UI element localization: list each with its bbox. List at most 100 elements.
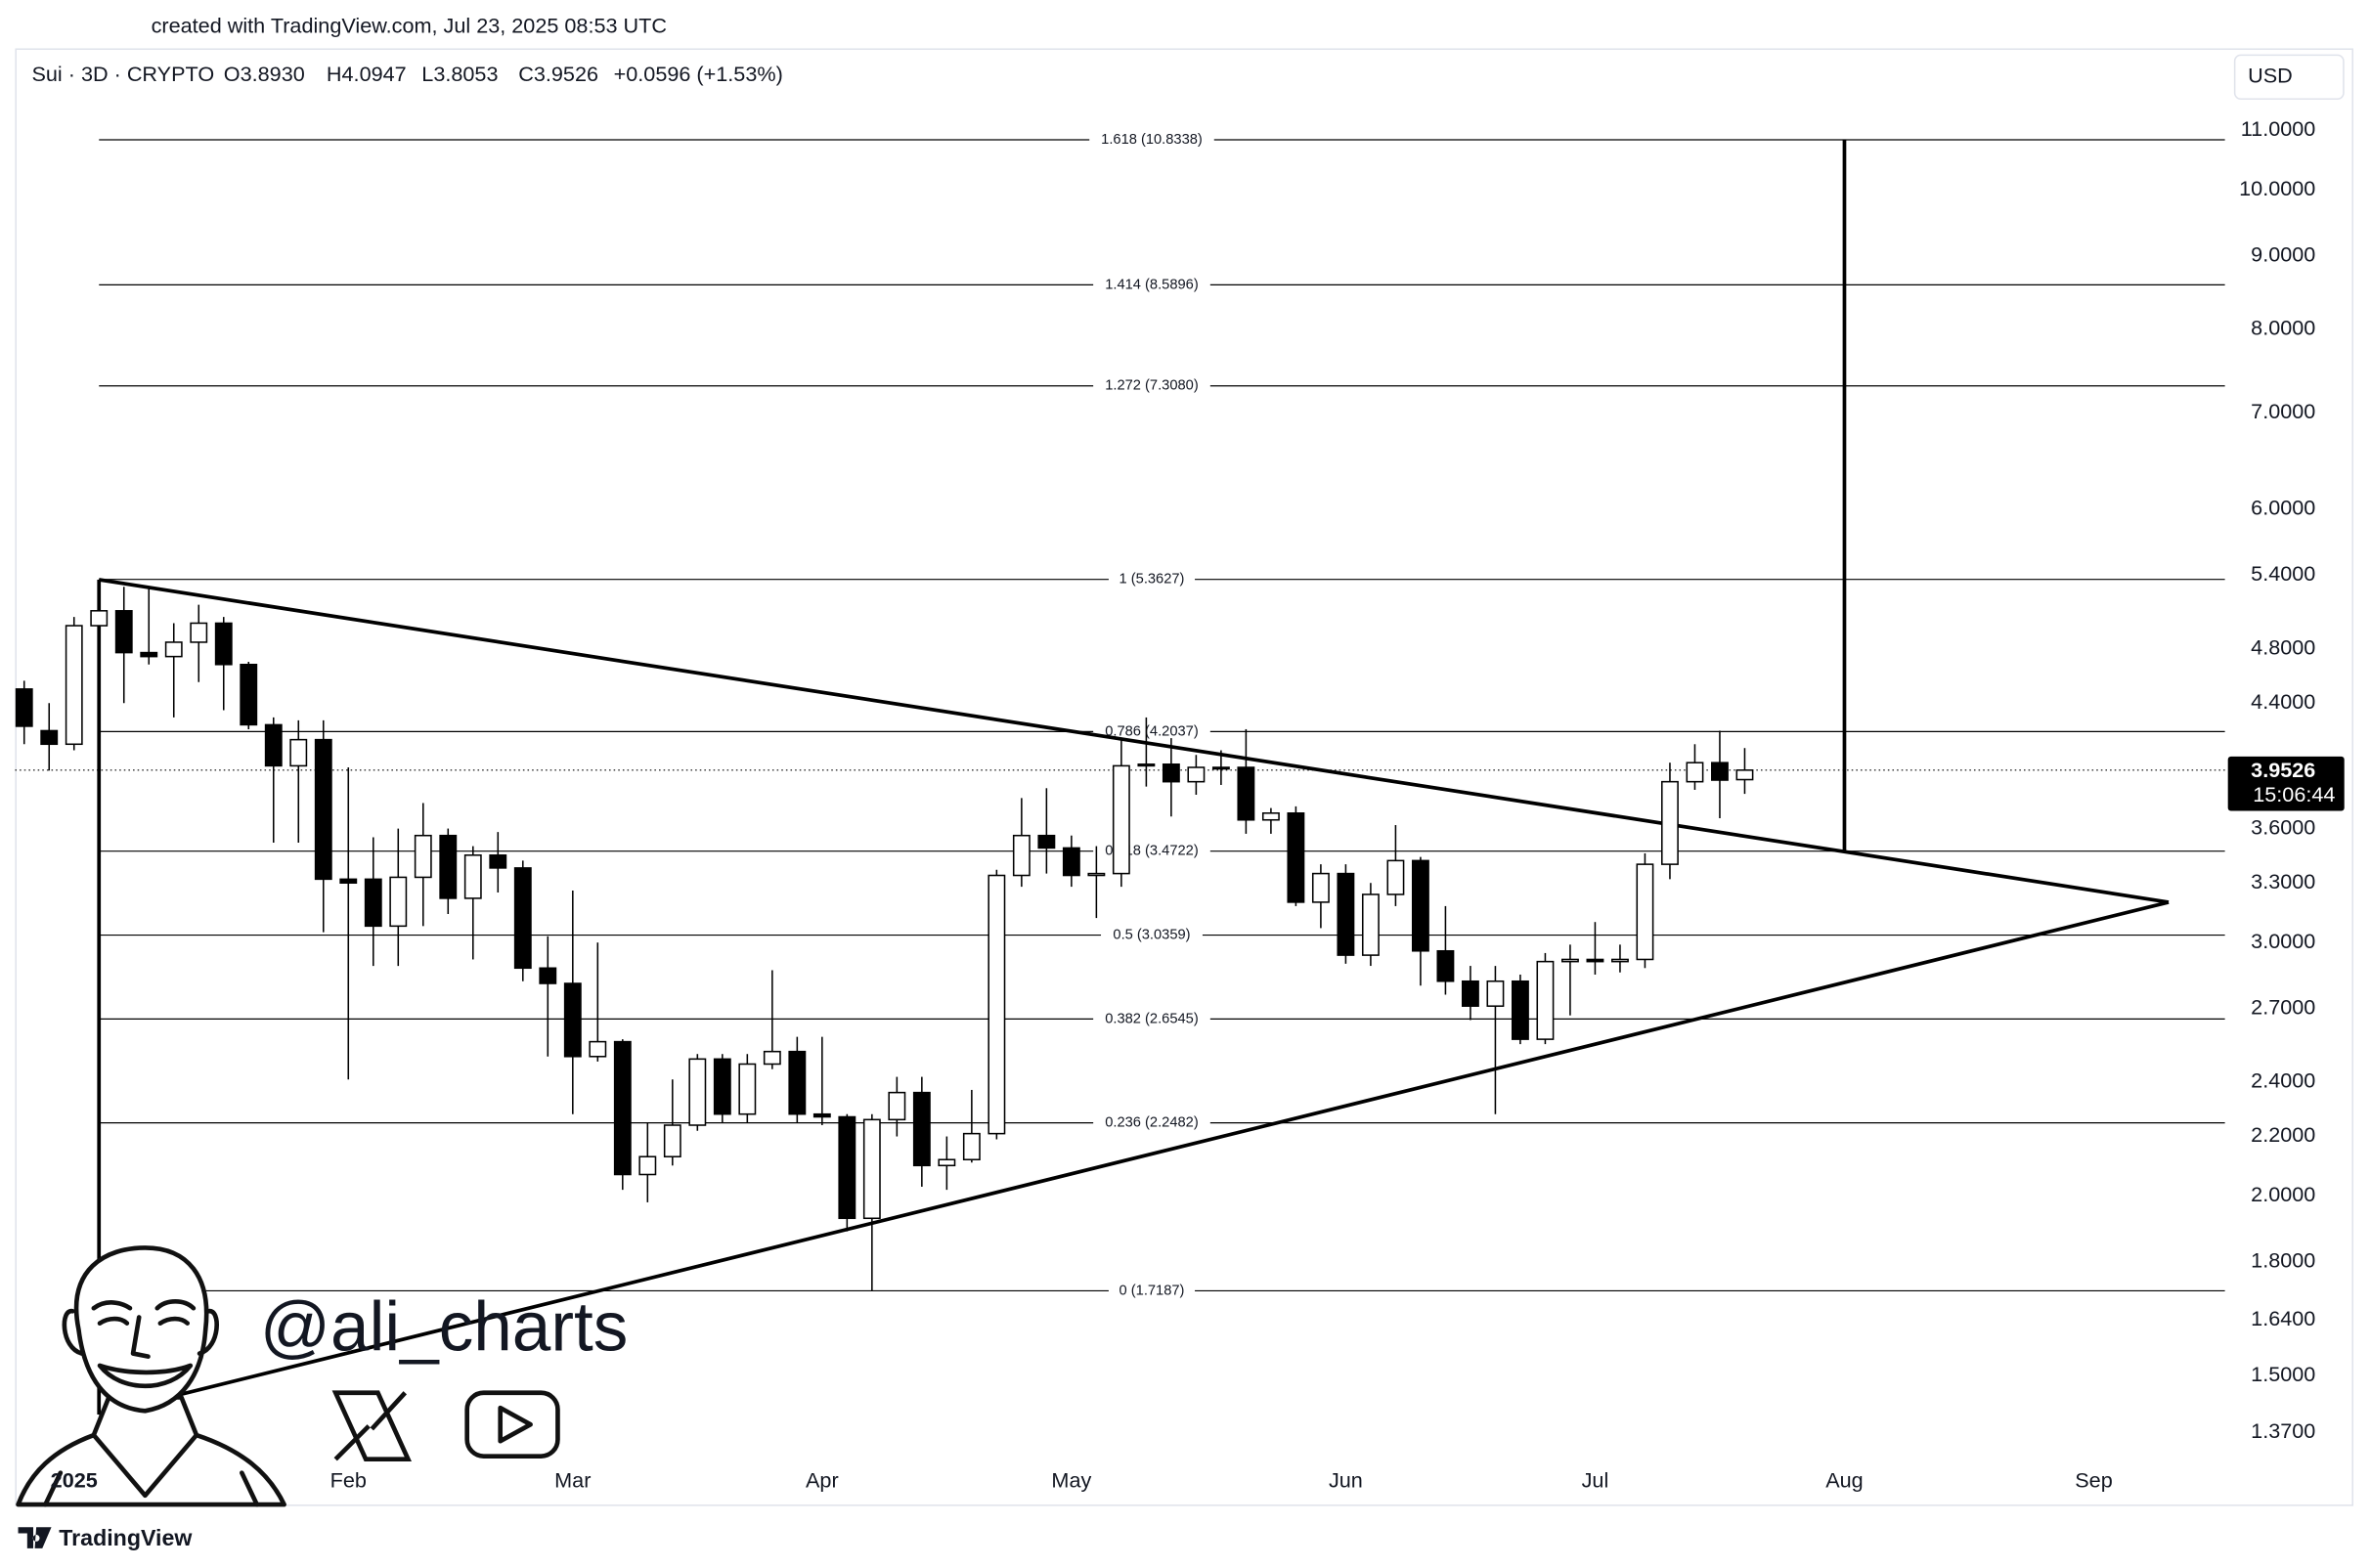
candle-body xyxy=(763,1050,781,1066)
fib-label-bg xyxy=(1093,376,1210,396)
plot: 1.618 (10.8338) 1.414 (8.5896) 1.272 (7.30… xyxy=(15,130,2225,1416)
fib-label-bg xyxy=(1108,1282,1196,1300)
candle-body xyxy=(862,1118,881,1220)
candle-body xyxy=(613,1040,632,1176)
candle-body xyxy=(364,878,382,928)
fib-label: 1.618 (10.8338) xyxy=(1101,132,1203,148)
candle-body xyxy=(65,625,83,746)
candle-body xyxy=(638,1155,657,1176)
x-tick-label: Sep xyxy=(2075,1468,2112,1493)
handle: @ali_charts xyxy=(260,1289,628,1367)
candle-body xyxy=(15,688,33,727)
trendline xyxy=(98,900,2170,1416)
candle-body xyxy=(414,834,432,879)
candle-body xyxy=(489,854,507,869)
candle-body xyxy=(1137,763,1156,767)
candle-body xyxy=(838,1115,856,1220)
fib-label: 0.236 (2.2482) xyxy=(1105,1115,1198,1131)
candle-body xyxy=(1062,847,1080,877)
x-tick-label: Jun xyxy=(1329,1468,1363,1493)
candle-body xyxy=(190,622,208,643)
candle-body xyxy=(140,651,158,658)
candle-body xyxy=(439,834,458,899)
candle-body xyxy=(1436,949,1455,982)
candle-body xyxy=(1012,834,1031,877)
y-tick-label: 7.0000 xyxy=(2251,399,2315,423)
legend: Sui · 3D · CRYPTO O3.8930 H4.0947 L3.805… xyxy=(31,62,782,86)
y-tick-label: 4.8000 xyxy=(2251,634,2315,659)
fib-label-bg xyxy=(1089,130,1214,150)
y-tick-label: 6.0000 xyxy=(2251,496,2315,520)
fib-label-bg xyxy=(1093,276,1210,294)
candle-body xyxy=(114,610,133,654)
y-tick-label: 3.0000 xyxy=(2251,929,2315,953)
y-tick-label: 2.7000 xyxy=(2251,994,2315,1019)
candle-body xyxy=(1735,769,1754,781)
candle-body xyxy=(1686,762,1704,783)
candle-body xyxy=(788,1050,807,1115)
candle-body xyxy=(1237,766,1255,821)
fib-label-bg xyxy=(1101,926,1203,944)
fib-label: 1.414 (8.5896) xyxy=(1105,277,1198,292)
candle-body xyxy=(1311,872,1330,903)
candle-body xyxy=(389,876,408,928)
y-tick-label: 3.3000 xyxy=(2251,869,2315,893)
candle-body xyxy=(589,1040,607,1058)
candle-body xyxy=(688,1058,707,1126)
y-tick-label: 2.0000 xyxy=(2251,1182,2315,1206)
candle-body xyxy=(90,610,109,627)
price-tag-countdown: 15:06:44 xyxy=(2253,782,2335,806)
candle-body xyxy=(1636,863,1654,961)
y-tick-label: 2.2000 xyxy=(2251,1122,2315,1147)
footer-brand: TradingView xyxy=(59,1525,193,1550)
fib-label-bg xyxy=(1093,1010,1210,1028)
candle-body xyxy=(563,982,582,1058)
candle-body xyxy=(1187,766,1206,783)
candle-body xyxy=(1586,958,1604,963)
candle-body xyxy=(888,1091,906,1121)
candle-body xyxy=(1112,764,1130,875)
candle-body xyxy=(1337,872,1355,956)
candle-body xyxy=(912,1091,931,1167)
currency-box[interactable] xyxy=(2233,54,2345,100)
price-tag xyxy=(2227,756,2345,811)
chart-frame xyxy=(15,48,2353,1506)
watermark: @ali_charts xyxy=(16,1245,628,1507)
candle-body xyxy=(314,738,332,881)
candle-body xyxy=(713,1058,731,1115)
candle-body xyxy=(1037,834,1056,849)
created-with: created with TradingView.com, Jul 23, 20… xyxy=(152,14,667,38)
legend-open: O3.8930 xyxy=(224,62,305,86)
legend-high: H4.0947 xyxy=(327,62,407,86)
candle-body xyxy=(339,878,358,884)
y-tick-label: 9.0000 xyxy=(2251,241,2315,266)
candle-body xyxy=(513,867,532,970)
currency: USD xyxy=(2248,64,2293,88)
avatar xyxy=(16,1245,286,1507)
y-tick-label: 8.0000 xyxy=(2251,316,2315,340)
candle-body xyxy=(289,738,308,767)
candle-body xyxy=(1162,763,1180,783)
candle-body xyxy=(214,622,233,666)
x-logo xyxy=(331,1390,412,1462)
candle-body xyxy=(812,1112,831,1118)
y-tick-label: 1.8000 xyxy=(2251,1248,2315,1273)
x-tick-label: Apr xyxy=(806,1468,839,1493)
candle-body xyxy=(988,874,1006,1135)
y-tick-label: 1.3700 xyxy=(2251,1418,2315,1443)
candle-body xyxy=(663,1124,681,1157)
fib-label-bg xyxy=(1108,570,1196,588)
candle-body xyxy=(938,1158,956,1167)
youtube-logo xyxy=(464,1390,560,1459)
candle-body xyxy=(1087,872,1106,877)
candle-body xyxy=(539,967,557,984)
fib-label: 0.5 (3.0359) xyxy=(1113,927,1190,942)
trendline xyxy=(98,578,2170,904)
x-tick-label: Jul xyxy=(1582,1468,1609,1493)
y-tick-label: 3.6000 xyxy=(2251,814,2315,839)
candle-body xyxy=(1536,960,1555,1040)
fib-label-bg xyxy=(1093,1113,1210,1132)
y-tick-label: 2.4000 xyxy=(2251,1068,2315,1093)
